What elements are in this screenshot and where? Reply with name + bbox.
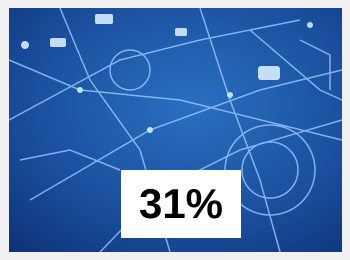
- page: 31% (() => { const data = JSON.parse(doc…: [0, 0, 350, 260]
- image-frame: 31%: [0, 0, 350, 260]
- percentage-badge: 31%: [121, 170, 241, 238]
